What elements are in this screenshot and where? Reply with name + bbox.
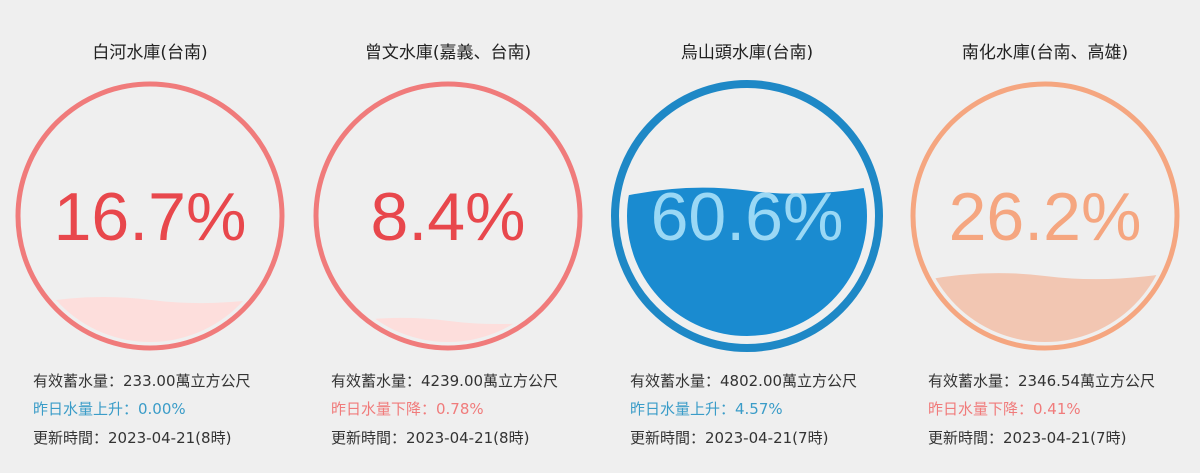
percent-label: 16.7% (54, 179, 247, 255)
water-level (627, 186, 867, 336)
change-info: 昨日水量下降：0.41% (928, 400, 1081, 418)
storage-info: 有效蓄水量：2346.54萬立方公尺 (928, 372, 1155, 390)
percent-label: 26.2% (949, 179, 1142, 255)
reservoir-card: 曾文水庫(嘉義、台南) 8.4% 有效蓄水量：4239.00萬立方公尺昨日水量下降：… (313, 43, 583, 447)
reservoir-name: 白河水庫(台南) (92, 43, 207, 63)
gauge-ring (611, 80, 883, 352)
gauge-ring (15, 81, 285, 351)
update-time: 更新時間：2023-04-21(8時) (331, 429, 529, 447)
change-info: 昨日水量上升：4.57% (630, 400, 783, 418)
storage-info: 有效蓄水量：4802.00萬立方公尺 (630, 372, 857, 390)
storage-info: 有效蓄水量：233.00萬立方公尺 (33, 372, 251, 390)
reservoir-name: 烏山頭水庫(台南) (681, 43, 813, 63)
change-info: 昨日水量下降：0.78% (331, 400, 484, 418)
update-time: 更新時間：2023-04-21(7時) (630, 429, 828, 447)
change-info: 昨日水量上升：0.00% (33, 400, 186, 418)
reservoir-name: 曾文水庫(嘉義、台南) (365, 43, 531, 63)
reservoir-card: 白河水庫(台南) 16.7% 有效蓄水量：233.00萬立方公尺昨日水量上升：0.0… (15, 43, 285, 447)
gauge-ring (313, 81, 583, 351)
reservoir-card: 烏山頭水庫(台南) 60.6% 有效蓄水量：4802.00萬立方公尺昨日水量上升：4… (611, 43, 883, 447)
update-time: 更新時間：2023-04-21(7時) (928, 429, 1126, 447)
reservoir-card: 南化水庫(台南、高雄) 26.2% 有效蓄水量：2346.54萬立方公尺昨日水量下降… (910, 43, 1180, 447)
water-level (322, 316, 574, 342)
reservoir-name: 南化水庫(台南、高雄) (962, 43, 1128, 63)
water-level (24, 295, 276, 342)
update-time: 更新時間：2023-04-21(8時) (33, 429, 231, 447)
percent-label: 60.6% (651, 179, 844, 255)
percent-label: 8.4% (371, 179, 526, 255)
storage-info: 有效蓄水量：4239.00萬立方公尺 (331, 372, 558, 390)
gauge-ring (910, 81, 1180, 351)
